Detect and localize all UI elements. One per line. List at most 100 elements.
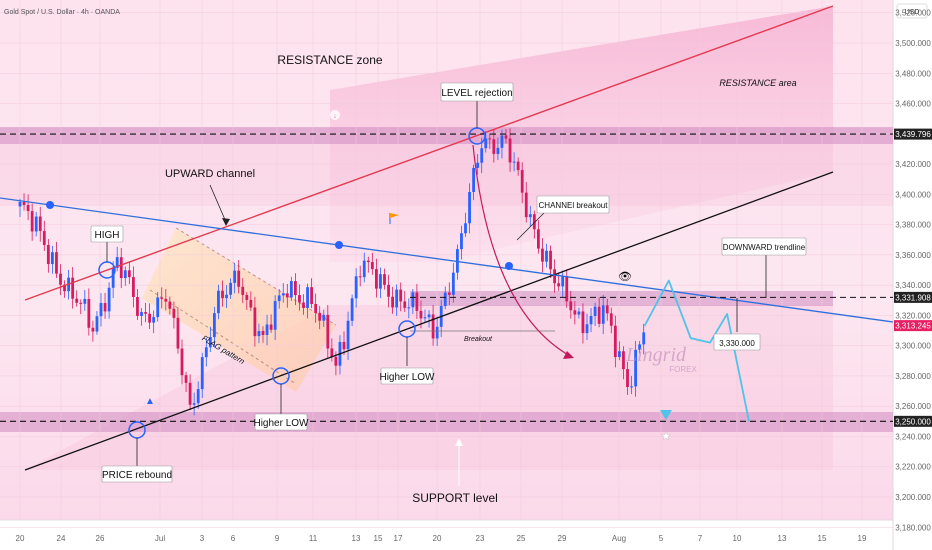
resistance-zone-band <box>0 127 893 144</box>
candle-body <box>577 311 581 315</box>
candle-body <box>200 357 204 390</box>
candle-body <box>609 313 613 326</box>
candle-body <box>38 216 42 232</box>
upward-channel-label: UPWARD channel <box>165 168 255 180</box>
x-tick-label: 15 <box>374 534 383 543</box>
high-callout: HIGH <box>90 225 124 243</box>
x-tick-label: 20 <box>16 534 25 543</box>
candle-body <box>601 305 605 324</box>
svg-text:3,313.245: 3,313.245 <box>895 322 931 331</box>
svg-text:DOWNWARD trendline: DOWNWARD trendline <box>723 243 806 252</box>
candle-body <box>419 310 423 319</box>
candle-body <box>306 287 309 308</box>
candle-body <box>196 389 200 404</box>
resistance-zone-label: RESISTANCE zone <box>277 53 382 67</box>
candle-body <box>565 275 569 302</box>
candle-body <box>573 310 577 315</box>
arrow-down-circle-icon: ↓ <box>330 110 340 120</box>
x-tick-label: Aug <box>612 534 626 543</box>
candle-body <box>346 320 350 350</box>
candle-body <box>26 204 30 212</box>
candle-body <box>370 262 374 270</box>
candle-body <box>30 211 34 232</box>
candle-body <box>597 306 601 324</box>
watermark-brand: Lingrid <box>625 344 687 366</box>
candle-body <box>192 403 196 405</box>
candle-body <box>34 216 38 232</box>
candle-body <box>51 252 54 265</box>
candle-body <box>119 257 123 279</box>
candle-body <box>204 347 208 358</box>
x-tick-label: 20 <box>433 534 442 543</box>
x-tick-label: 15 <box>818 534 827 543</box>
touch-point-2 <box>335 241 343 249</box>
resistance-area-label: RESISTANCE area <box>719 78 796 88</box>
candle-body <box>257 330 261 337</box>
resistance-price-tag: 3,439.796 <box>894 128 932 140</box>
target-star-icon: ★ <box>661 429 672 443</box>
rocket-icon: ▲ <box>145 396 155 407</box>
time-axis-ticks: 20 24 26 Jul 3 6 9 11 13 15 17 20 23 25 29 Aug 5 7 10 13 15 1… <box>16 534 867 543</box>
candle-body <box>225 294 228 299</box>
candle-body <box>330 348 334 357</box>
candle-body <box>241 286 245 295</box>
flag-icon <box>389 213 399 224</box>
candle-body <box>593 306 597 316</box>
candle-body <box>302 302 305 308</box>
candle-body <box>310 287 313 304</box>
candle-body <box>407 307 411 309</box>
x-tick-label: 7 <box>698 534 703 543</box>
candle-body <box>115 257 119 268</box>
candle-body <box>132 277 135 298</box>
candle-body <box>451 272 455 295</box>
candle-body <box>59 273 62 285</box>
candle-body <box>638 344 642 350</box>
candle-body <box>273 301 277 330</box>
candle-body <box>342 341 346 350</box>
candle-body <box>208 337 212 348</box>
candle-body <box>91 327 95 332</box>
y-tick-label: 3,180.000 <box>895 523 931 532</box>
price-rebound-callout: PRICE rebound <box>101 465 173 483</box>
candle-body <box>528 214 532 218</box>
x-tick-label: 10 <box>733 534 742 543</box>
candle-body <box>569 301 573 311</box>
channel-breakout-pointer <box>516 211 546 241</box>
svg-text:Higher LOW: Higher LOW <box>379 372 435 383</box>
channel-breakout-callout: CHANNEl breakout <box>536 195 610 214</box>
candle-body <box>156 297 160 318</box>
candle-body <box>188 382 192 405</box>
candle-body <box>589 315 593 325</box>
svg-text:Higher LOW: Higher LOW <box>253 418 309 429</box>
candle-body <box>229 282 232 295</box>
svg-text:CHANNEl breakout: CHANNEl breakout <box>539 201 609 210</box>
x-tick-label: 11 <box>309 534 318 543</box>
candle-body <box>431 314 435 339</box>
candle-body <box>46 244 50 265</box>
candle-body <box>411 292 415 308</box>
support-level-label: SUPPORT level <box>412 491 498 505</box>
candle-body <box>95 316 99 332</box>
candle-body <box>642 332 646 345</box>
candle-body <box>468 192 471 224</box>
candle-body <box>18 201 22 207</box>
flag-upper-line <box>175 227 337 326</box>
x-tick-label: 26 <box>96 534 105 543</box>
y-tick-label: 3,400.000 <box>895 190 931 199</box>
candle-body <box>144 312 147 314</box>
rejection-arrow-head <box>563 351 574 359</box>
candle-body <box>427 314 431 318</box>
candle-body <box>253 307 257 337</box>
candle-body <box>318 312 322 321</box>
candle-body <box>387 284 390 297</box>
candle-body <box>464 223 467 234</box>
candle-body <box>314 303 318 313</box>
x-tick-label: 17 <box>394 534 403 543</box>
candle-body <box>233 270 237 283</box>
y-tick-label: 3,240.000 <box>895 432 931 441</box>
price-axis-ticks: 3,180.000 3,200.000 3,220.000 3,240.000 3,26… <box>895 9 931 533</box>
candle-body <box>261 330 265 335</box>
currency-button[interactable] <box>896 3 928 19</box>
y-tick-label: 3,320.000 <box>895 311 931 320</box>
